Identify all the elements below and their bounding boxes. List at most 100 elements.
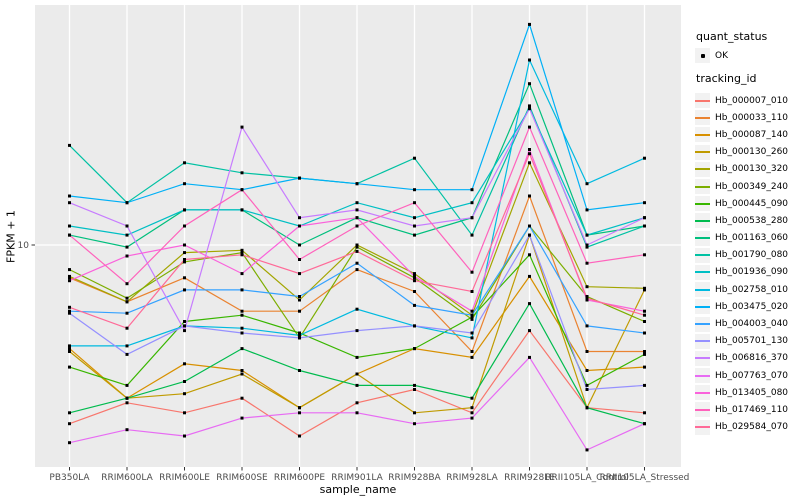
data-point <box>68 422 71 426</box>
data-point <box>470 336 474 340</box>
data-point <box>183 260 186 264</box>
legend-item-label: Hb_013405_080 <box>715 387 789 398</box>
legend-item-label: Hb_000445_090 <box>715 198 789 209</box>
data-point <box>125 326 129 330</box>
legend-item: Hb_002758_010 <box>695 281 788 298</box>
data-point <box>470 355 474 359</box>
legend-key-swatch <box>695 264 710 280</box>
legend-key-swatch <box>695 402 710 418</box>
data-point <box>528 104 531 108</box>
legend: quant_status OK tracking_id Hb_000007_01… <box>690 0 800 500</box>
data-point <box>183 329 186 333</box>
data-point <box>528 82 531 86</box>
data-point <box>585 296 589 300</box>
data-point <box>643 286 646 290</box>
data-point <box>125 344 129 348</box>
legend-item: Hb_017469_110 <box>695 401 788 418</box>
data-point <box>240 272 244 276</box>
series-color-line-icon <box>695 340 710 343</box>
data-point <box>125 311 129 315</box>
data-point <box>585 298 589 302</box>
data-point <box>298 258 301 261</box>
series-color-line-icon <box>695 391 710 394</box>
data-point <box>643 313 646 317</box>
data-point <box>183 208 186 212</box>
legend-item-label: Hb_000538_280 <box>715 215 789 226</box>
data-point <box>470 416 474 420</box>
data-point <box>470 315 474 319</box>
data-point <box>125 428 129 432</box>
data-point <box>68 201 71 205</box>
data-point <box>183 324 186 328</box>
data-point <box>643 365 646 369</box>
data-point <box>585 261 589 265</box>
data-point <box>470 309 474 313</box>
data-point <box>585 295 589 298</box>
data-point <box>413 290 416 293</box>
legend-item: Hb_004003_040 <box>695 315 788 332</box>
data-point <box>528 148 531 151</box>
data-point <box>643 422 646 426</box>
data-point <box>298 272 301 276</box>
legend-item: Hb_007763_070 <box>695 367 788 384</box>
data-point <box>585 383 589 387</box>
legend-title-tracking-id: tracking_id <box>696 72 757 85</box>
data-point <box>68 194 71 198</box>
data-point <box>68 411 71 415</box>
legend-item-label: Hb_003475_020 <box>715 301 789 312</box>
data-point <box>643 216 646 220</box>
data-point <box>298 411 301 415</box>
data-point <box>470 317 474 321</box>
data-point <box>240 313 244 317</box>
legend-item: Hb_001790_080 <box>695 247 788 264</box>
data-point <box>125 296 129 300</box>
data-point <box>298 224 301 228</box>
x-tick-label: RRII105LA_Control <box>545 473 628 483</box>
legend-item: Hb_000033_110 <box>695 109 788 126</box>
data-point <box>183 258 186 261</box>
series-color-line-icon <box>695 151 710 154</box>
data-point <box>413 303 416 307</box>
data-point <box>298 216 301 220</box>
legend-key-swatch <box>695 161 710 177</box>
data-point <box>413 279 416 283</box>
legend-items: Hb_000007_010 Hb_000033_110 Hb_000087_140 H… <box>695 92 788 436</box>
data-point <box>413 188 416 192</box>
legend-key-swatch <box>695 316 710 332</box>
data-point <box>68 365 71 369</box>
data-point <box>528 224 531 228</box>
legend-item-label: Hb_017469_110 <box>715 404 789 415</box>
legend-key-swatch <box>695 282 710 298</box>
data-point <box>240 347 244 351</box>
data-point <box>528 253 531 257</box>
legend-item-label: Hb_000087_140 <box>715 129 789 140</box>
legend-item: Hb_000349_240 <box>695 178 788 195</box>
data-point <box>68 279 71 283</box>
data-point <box>298 309 301 313</box>
data-point <box>355 208 359 212</box>
data-point <box>413 233 416 237</box>
data-point <box>355 307 359 311</box>
data-point <box>355 243 359 247</box>
data-point <box>413 347 416 351</box>
data-point <box>355 249 359 253</box>
data-point <box>355 216 359 220</box>
series-color-line-icon <box>695 237 710 240</box>
series-color-line-icon <box>695 374 710 377</box>
data-point <box>125 383 129 387</box>
data-point <box>125 300 129 304</box>
data-point <box>68 441 71 445</box>
legend-key-swatch <box>695 350 710 366</box>
data-point <box>643 411 646 415</box>
data-point <box>240 396 244 400</box>
data-point <box>355 261 359 265</box>
data-point <box>298 406 301 410</box>
data-point <box>643 201 646 205</box>
data-point <box>183 411 186 415</box>
data-point <box>298 336 301 340</box>
data-point <box>470 201 474 205</box>
data-point <box>585 350 589 353</box>
data-point <box>183 320 186 323</box>
data-point <box>125 282 129 286</box>
data-point <box>355 329 359 333</box>
